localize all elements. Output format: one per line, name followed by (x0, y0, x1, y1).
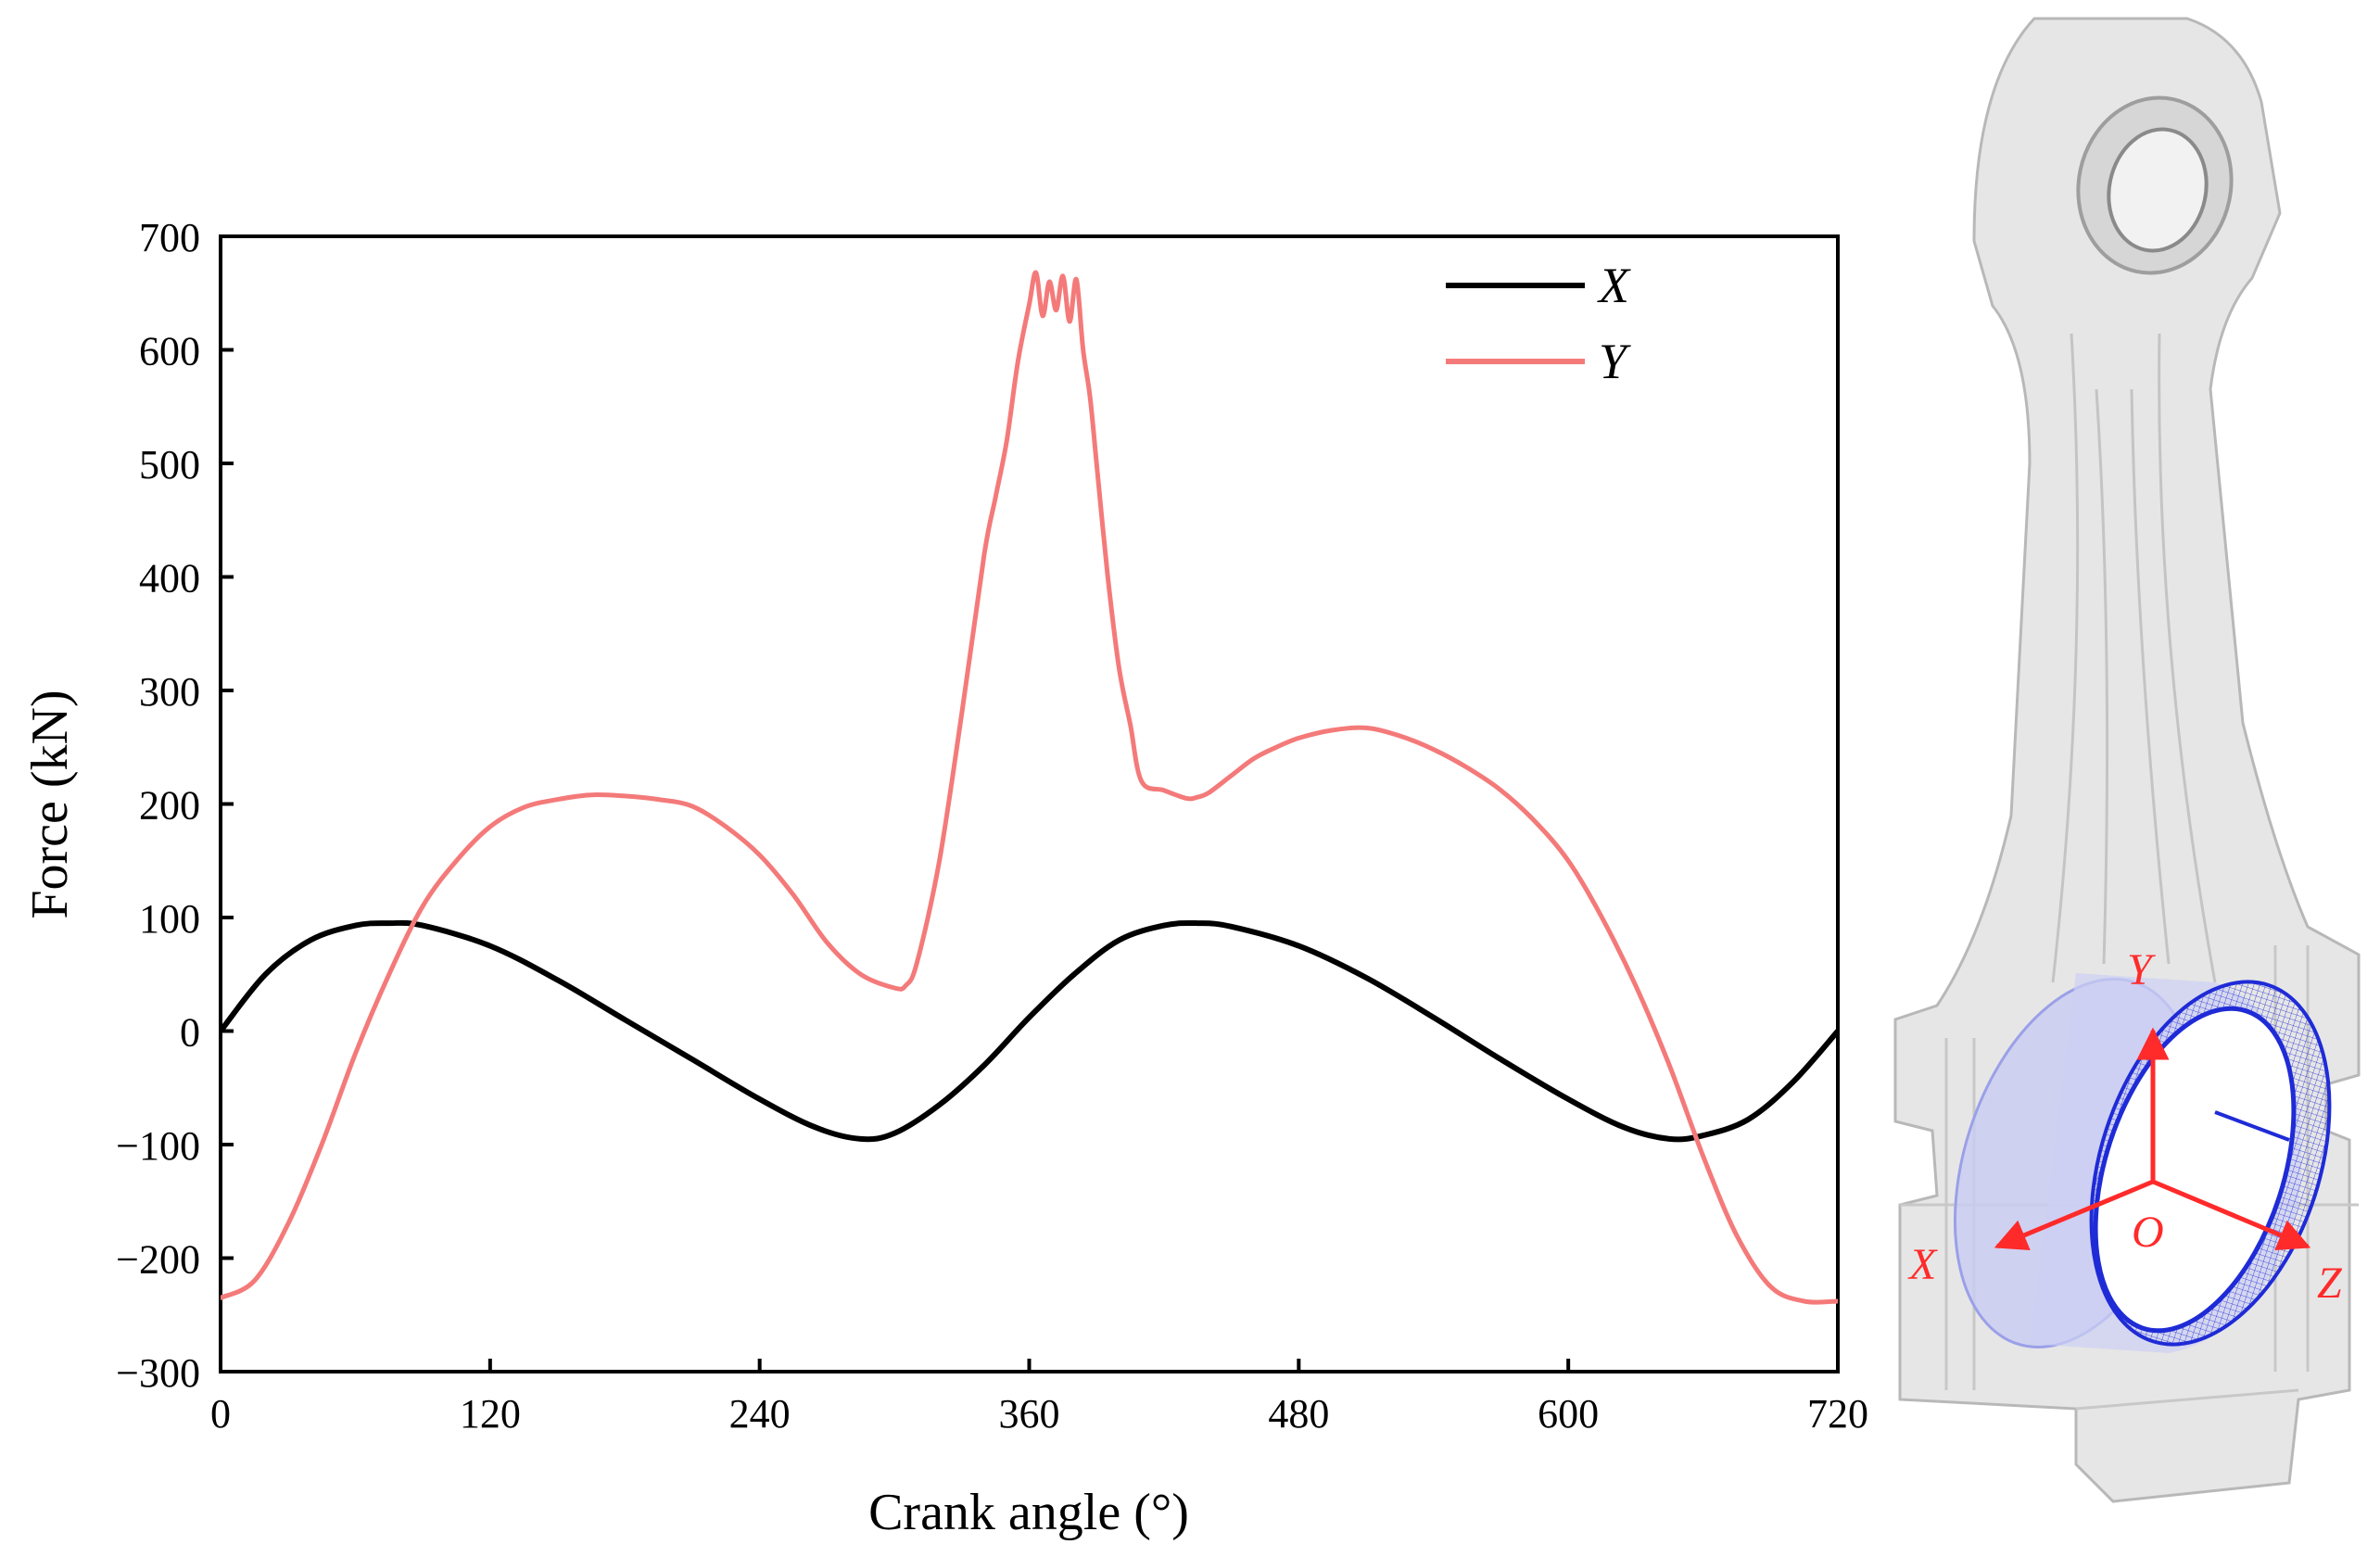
y-tick-label: −300 (116, 1350, 200, 1396)
y-axis-label: Force (kN) (21, 690, 79, 918)
y-tick-label: −200 (116, 1237, 200, 1283)
x-axis-ticks: 0 120 240 360 480 600 720 (210, 1359, 1868, 1437)
small-end-bore (2107, 127, 2209, 253)
axis-label-x: X (1907, 1240, 1938, 1289)
y-tick-label: 100 (139, 896, 200, 942)
bearing-split-line (2214, 1110, 2290, 1142)
axis-arrow-x (1994, 1179, 2154, 1251)
series-line-y (221, 270, 1838, 1305)
y-tick-label: 600 (139, 329, 200, 374)
x-tick-label: 360 (999, 1391, 1060, 1437)
line-chart: −300 −200 −100 0 100 200 300 400 500 600 700 0 120 2… (21, 215, 1868, 1541)
axis-label-z: Z (2317, 1259, 2343, 1308)
coordinate-axes: Y X Z O (1907, 945, 2343, 1308)
x-tick-label: 480 (1268, 1391, 1329, 1437)
plot-frame (219, 234, 1840, 1373)
legend-label-x: X (1597, 258, 1631, 313)
legend-label-y: Y (1599, 334, 1631, 389)
y-tick-label: 300 (139, 669, 200, 715)
y-tick-label: 0 (180, 1010, 200, 1056)
x-tick-label: 240 (729, 1391, 791, 1437)
axis-label-origin: O (2132, 1208, 2164, 1257)
axis-arrow-z (2152, 1179, 2311, 1250)
x-tick-label: 0 (210, 1391, 231, 1437)
y-tick-label: −100 (116, 1123, 200, 1169)
bearing-shell-bore (2093, 1006, 2297, 1334)
y-axis-ticks: −300 −200 −100 0 100 200 300 400 500 600 700 (116, 215, 234, 1396)
x-tick-label: 120 (460, 1391, 521, 1437)
rod-shank-lines (2051, 333, 2217, 983)
x-tick-label: 720 (1807, 1391, 1868, 1437)
y-tick-label: 500 (139, 442, 200, 487)
series-line-x (221, 919, 1838, 1143)
connecting-rod-illustration: Y X Z O (1893, 17, 2361, 1503)
legend: X Y (1446, 258, 1631, 389)
y-tick-label: 200 (139, 783, 200, 829)
y-tick-label: 400 (139, 556, 200, 601)
axis-label-y: Y (2127, 945, 2156, 994)
x-tick-label: 600 (1538, 1391, 1599, 1437)
y-tick-label: 700 (139, 215, 200, 260)
x-axis-label: Crank angle (°) (868, 1484, 1189, 1541)
